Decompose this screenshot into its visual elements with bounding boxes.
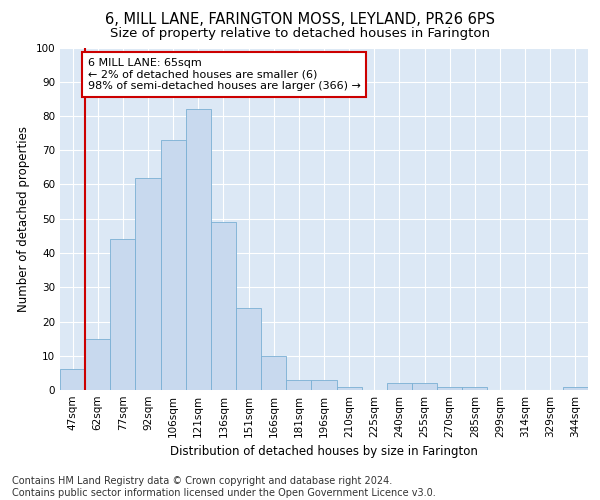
Bar [161, 140, 186, 390]
Text: Contains HM Land Registry data © Crown copyright and database right 2024.
Contai: Contains HM Land Registry data © Crown c… [12, 476, 436, 498]
Bar [110, 240, 136, 390]
X-axis label: Distribution of detached houses by size in Farington: Distribution of detached houses by size … [170, 446, 478, 458]
Bar [136, 178, 161, 390]
Bar [563, 386, 588, 390]
Bar [211, 222, 236, 390]
Text: 6, MILL LANE, FARINGTON MOSS, LEYLAND, PR26 6PS: 6, MILL LANE, FARINGTON MOSS, LEYLAND, P… [105, 12, 495, 28]
Text: 6 MILL LANE: 65sqm
← 2% of detached houses are smaller (6)
98% of semi-detached : 6 MILL LANE: 65sqm ← 2% of detached hous… [88, 58, 361, 91]
Bar [236, 308, 261, 390]
Bar [412, 383, 437, 390]
Bar [186, 109, 211, 390]
Bar [337, 386, 362, 390]
Text: Size of property relative to detached houses in Farington: Size of property relative to detached ho… [110, 28, 490, 40]
Bar [462, 386, 487, 390]
Bar [261, 356, 286, 390]
Bar [286, 380, 311, 390]
Bar [437, 386, 462, 390]
Bar [311, 380, 337, 390]
Y-axis label: Number of detached properties: Number of detached properties [17, 126, 30, 312]
Bar [85, 338, 110, 390]
Bar [387, 383, 412, 390]
Bar [60, 370, 85, 390]
